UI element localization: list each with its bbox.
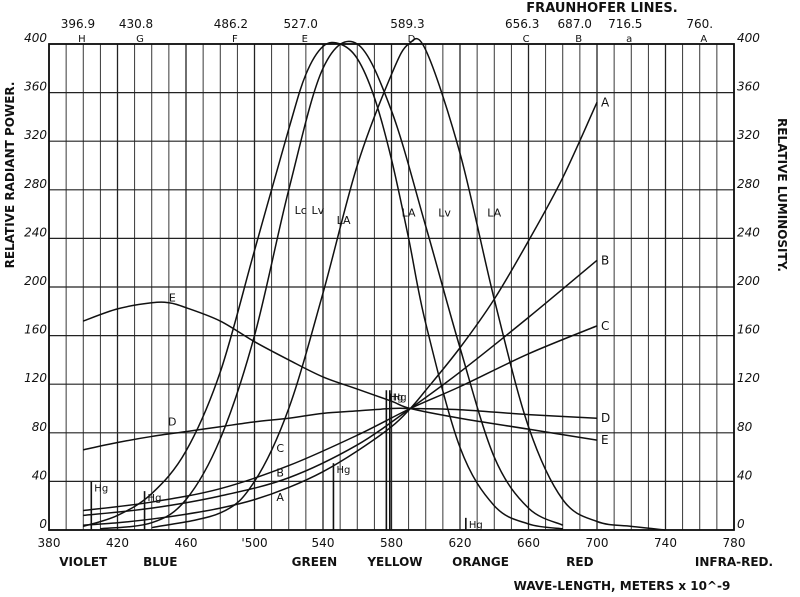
y-tick-label-left: 320 bbox=[24, 128, 47, 142]
y-tick-label-left: 280 bbox=[24, 177, 47, 191]
fraunhofer-letter-label: G bbox=[136, 34, 144, 45]
curve-annotation: LA bbox=[487, 207, 501, 220]
x-tick-label: '500 bbox=[241, 536, 267, 550]
y-tick-label-left: 80 bbox=[32, 420, 48, 434]
y-tick-label-left: 200 bbox=[24, 274, 47, 288]
x-tick-label: 620 bbox=[449, 536, 472, 550]
hg-label: Hg bbox=[469, 520, 483, 531]
x-tick-label: 460 bbox=[175, 536, 198, 550]
fraunhofer-letter-label: E bbox=[302, 34, 308, 45]
y-tick-label-left: 120 bbox=[24, 371, 47, 385]
y-tick-label-right: 40 bbox=[737, 468, 753, 482]
y-axis-title-left: RELATIVE RADIANT POWER. bbox=[3, 82, 17, 269]
fraunhofer-wavelength-label: 589.3 bbox=[390, 17, 424, 31]
hg-label: Hg bbox=[94, 483, 108, 494]
curves bbox=[82, 37, 666, 531]
curve-annotation: Lv bbox=[312, 204, 325, 217]
y-tick-label-left: 360 bbox=[24, 80, 47, 94]
x-axis-title: WAVE-LENGTH, METERS x 10^-9 bbox=[514, 579, 731, 593]
curve-A bbox=[83, 102, 598, 526]
fraunhofer-wavelength-label: 716.5 bbox=[608, 17, 642, 31]
fraunhofer-wavelength-label: 656.3 bbox=[505, 17, 539, 31]
curve-annotation: LA bbox=[337, 214, 351, 227]
color-band-label: GREEN bbox=[292, 555, 338, 569]
fraunhofer-wavelength-label: 687.0 bbox=[558, 17, 592, 31]
fraunhofer-letter-label: D bbox=[408, 34, 416, 45]
fraunhofer-letter-label: C bbox=[523, 34, 530, 45]
y-tick-label-right: 400 bbox=[737, 31, 760, 45]
y-tick-label-left: 400 bbox=[24, 31, 47, 45]
color-band-label: BLUE bbox=[143, 555, 177, 569]
curve-end-label: E bbox=[601, 433, 609, 447]
y-tick-label-right: 120 bbox=[737, 371, 760, 385]
hg-label: Hg bbox=[148, 493, 162, 504]
curve-end-label: C bbox=[601, 319, 609, 333]
curve-annotation: A bbox=[276, 491, 284, 504]
hg-label: Hg bbox=[389, 392, 403, 403]
color-band-label: INFRA-RED. bbox=[695, 555, 773, 569]
curve-E bbox=[82, 301, 598, 441]
x-tick-label: 580 bbox=[380, 536, 403, 550]
color-band-label: YELLOW bbox=[366, 555, 422, 569]
fraunhofer-letter-label: F bbox=[232, 34, 238, 45]
curve-annotation: Lv bbox=[438, 207, 451, 220]
y-tick-label-right: 320 bbox=[737, 128, 760, 142]
x-tick-label: 780 bbox=[723, 536, 746, 550]
x-tick-label: 740 bbox=[654, 536, 677, 550]
x-tick-label: 700 bbox=[586, 536, 609, 550]
y-tick-label-right: 240 bbox=[737, 225, 760, 239]
plot-frame bbox=[48, 43, 735, 531]
y-tick-label-right: 280 bbox=[737, 177, 760, 191]
y-tick-label-right: 0 bbox=[737, 517, 745, 531]
color-band-label: VIOLET bbox=[59, 555, 108, 569]
y-tick-label-left: 0 bbox=[39, 517, 47, 531]
fraunhofer-wavelength-label: 527.0 bbox=[284, 17, 318, 31]
fraunhofer-wavelength-label: 760. bbox=[686, 17, 713, 31]
y-tick-label-left: 240 bbox=[24, 225, 47, 239]
curve-annotation: D bbox=[168, 416, 176, 429]
fraunhofer-letter-label: B bbox=[575, 34, 582, 45]
hg-label: Hg bbox=[393, 392, 407, 403]
curve-LA bbox=[151, 37, 666, 531]
curve-end-label: A bbox=[601, 95, 610, 109]
y-axis-title-right: RELATIVE LUMINOSITY. bbox=[775, 118, 789, 272]
curve-D bbox=[83, 407, 598, 451]
curve-annotation: E bbox=[169, 292, 176, 305]
fraunhofer-wavelength-label: 486.2 bbox=[214, 17, 248, 31]
curve-end-label: D bbox=[601, 411, 610, 425]
x-tick-label: 380 bbox=[38, 536, 61, 550]
fraunhofer-wavelength-label: 396.9 bbox=[61, 17, 95, 31]
y-tick-label-left: 160 bbox=[24, 323, 47, 337]
x-tick-label: 540 bbox=[312, 536, 335, 550]
labels: 0 0 40 40 80 80 120 120 160 160 200 200 240 240 280 280… bbox=[24, 17, 773, 569]
y-tick-label-right: 160 bbox=[737, 323, 760, 337]
y-tick-label-right: 80 bbox=[737, 420, 753, 434]
curve-annotation: Lc bbox=[295, 204, 307, 217]
curve-B bbox=[83, 259, 598, 517]
color-band-label: RED bbox=[566, 555, 593, 569]
fraunhofer-letter-label: H bbox=[78, 34, 86, 45]
y-tick-label-right: 200 bbox=[737, 274, 760, 288]
fraunhofer-letter-label: a bbox=[626, 34, 632, 45]
fraunhofer-letter-label: A bbox=[700, 34, 707, 45]
y-tick-label-right: 360 bbox=[737, 80, 760, 94]
hg-label: Hg bbox=[336, 465, 350, 476]
grid bbox=[48, 43, 735, 531]
fraunhofer-wavelength-label: 430.8 bbox=[119, 17, 153, 31]
curve-annotation: LA bbox=[402, 207, 416, 220]
curve-annotation: C bbox=[276, 442, 284, 455]
curve-Lv bbox=[100, 40, 564, 530]
curve-end-label: B bbox=[601, 253, 609, 267]
x-tick-label: 660 bbox=[517, 536, 540, 550]
x-tick-label: 420 bbox=[106, 536, 129, 550]
y-tick-label-left: 40 bbox=[32, 468, 48, 482]
curve-annotation: B bbox=[276, 467, 284, 480]
color-band-label: ORANGE bbox=[452, 555, 509, 569]
top-title: FRAUNHOFER LINES. bbox=[526, 1, 677, 16]
